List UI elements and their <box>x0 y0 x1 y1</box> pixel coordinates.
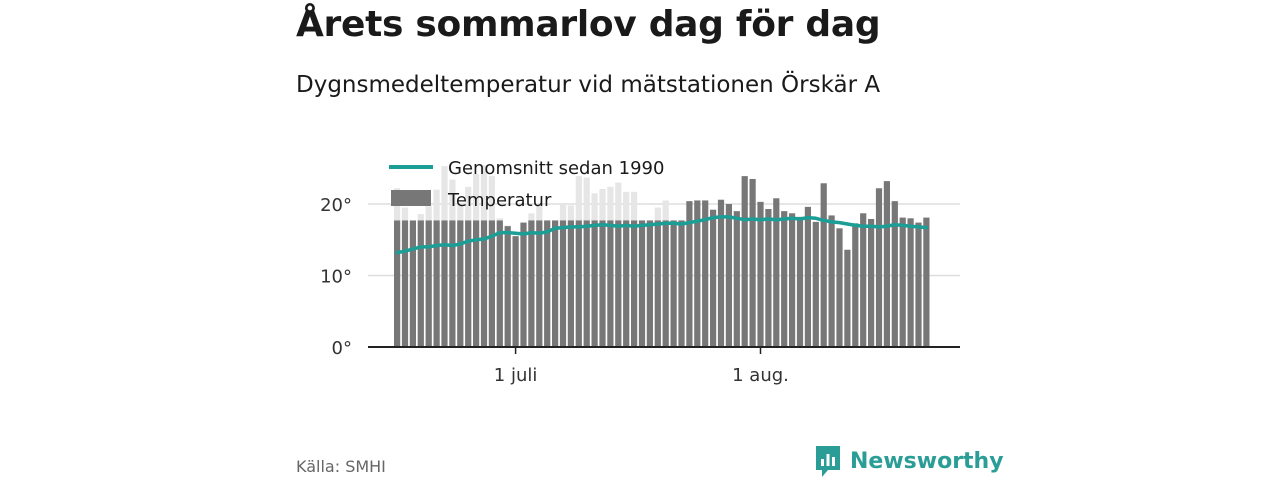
temperature-bar <box>583 220 590 347</box>
temperature-bar <box>781 211 788 347</box>
temperature-bar <box>852 223 859 347</box>
temperature-bar <box>441 220 448 347</box>
temperature-bar <box>646 220 653 347</box>
temperature-bar <box>591 220 598 347</box>
temperature-bar <box>773 198 780 347</box>
temperature-bar <box>836 228 843 347</box>
temperature-bar <box>725 204 732 347</box>
temperature-bar <box>575 220 582 347</box>
temperature-bars <box>394 176 930 347</box>
x-tick-label: 1 juli <box>494 365 538 386</box>
temperature-bar <box>702 200 709 347</box>
temperature-bar <box>449 220 456 347</box>
temperature-bar <box>670 220 677 347</box>
temperature-bar <box>891 201 898 347</box>
y-tick-label: 0° <box>332 338 352 359</box>
temperature-bar <box>662 220 669 347</box>
temperature-bar <box>694 200 701 347</box>
temperature-bar <box>417 220 424 347</box>
temperature-bar <box>615 220 622 347</box>
temperature-bar <box>599 220 606 347</box>
temperature-bar <box>544 220 551 347</box>
legend-label-temperature: Temperatur <box>447 190 552 211</box>
temperature-bar <box>623 220 630 347</box>
temperature-bar <box>844 249 851 347</box>
temperature-bar <box>504 226 511 347</box>
temperature-bar <box>717 199 725 347</box>
temperature-bar <box>536 220 543 347</box>
temperature-bar <box>868 219 875 347</box>
x-tick-label: 1 aug. <box>732 365 789 386</box>
temperature-bar <box>473 220 480 347</box>
temperature-bar <box>465 220 472 347</box>
legend-bar-swatch <box>391 190 431 206</box>
chart-title: Årets sommarlov dag för dag <box>296 4 881 45</box>
chart-subtitle: Dygnsmedeltemperatur vid mätstationen Ör… <box>296 72 881 98</box>
temperature-bar <box>480 220 488 347</box>
temperature-bar <box>899 217 906 347</box>
temperature-bar <box>812 221 819 347</box>
source-note: Källa: SMHI <box>296 457 386 476</box>
temperature-bar <box>512 236 519 347</box>
temperature-bar <box>394 220 401 347</box>
newsworthy-logo-icon <box>816 446 840 477</box>
temperature-bar <box>559 220 567 347</box>
temperature-bar <box>749 178 756 347</box>
brand-logo: Newsworthy <box>814 444 1004 478</box>
temperature-bar <box>907 218 914 347</box>
temperature-bar <box>686 201 693 347</box>
temperature-bar <box>733 211 740 347</box>
brand-name: Newsworthy <box>850 448 1004 474</box>
average-line-layer <box>395 215 929 255</box>
temperature-bar <box>552 220 559 347</box>
temperature-bar <box>488 220 495 347</box>
temperature-bar <box>607 220 614 347</box>
temperature-bar <box>765 209 772 347</box>
temperature-bar <box>828 215 835 347</box>
temperature-bar <box>567 220 574 347</box>
temperature-bar <box>789 213 796 347</box>
temperature-bar <box>520 222 527 347</box>
temperature-bar <box>804 206 811 347</box>
temperature-bar <box>875 188 883 347</box>
temperature-chart: 0° 10° 20° 1 juli 1 aug. Genomsnitt sedan 19… <box>320 158 960 386</box>
temperature-bar <box>710 209 717 347</box>
y-tick-label: 20° <box>320 195 352 216</box>
temperature-bar <box>457 220 464 347</box>
temperature-bar <box>638 220 646 347</box>
temperature-bar <box>401 220 409 347</box>
temperature-bar <box>923 217 930 347</box>
temperature-bar <box>425 220 432 347</box>
temperature-bar <box>433 220 440 347</box>
legend: Genomsnitt sedan 1990 Temperatur <box>389 158 664 211</box>
axes: 0° 10° 20° 1 juli 1 aug. <box>320 195 960 386</box>
legend-label-average: Genomsnitt sedan 1990 <box>448 158 664 179</box>
average-line <box>395 215 929 255</box>
y-tick-label: 10° <box>320 267 352 288</box>
temperature-bar <box>678 220 685 347</box>
temperature-bar <box>631 220 638 347</box>
temperature-bar <box>528 220 535 347</box>
temperature-bar <box>883 181 890 347</box>
temperature-bar <box>820 183 827 347</box>
temperature-bar <box>757 201 764 347</box>
temperature-bar <box>654 220 661 347</box>
temperature-bar <box>409 220 416 347</box>
temperature-bar <box>741 176 748 347</box>
temperature-bar <box>860 213 867 347</box>
temperature-bar <box>496 220 503 347</box>
temperature-bar <box>915 222 922 347</box>
temperature-bar <box>796 216 804 347</box>
